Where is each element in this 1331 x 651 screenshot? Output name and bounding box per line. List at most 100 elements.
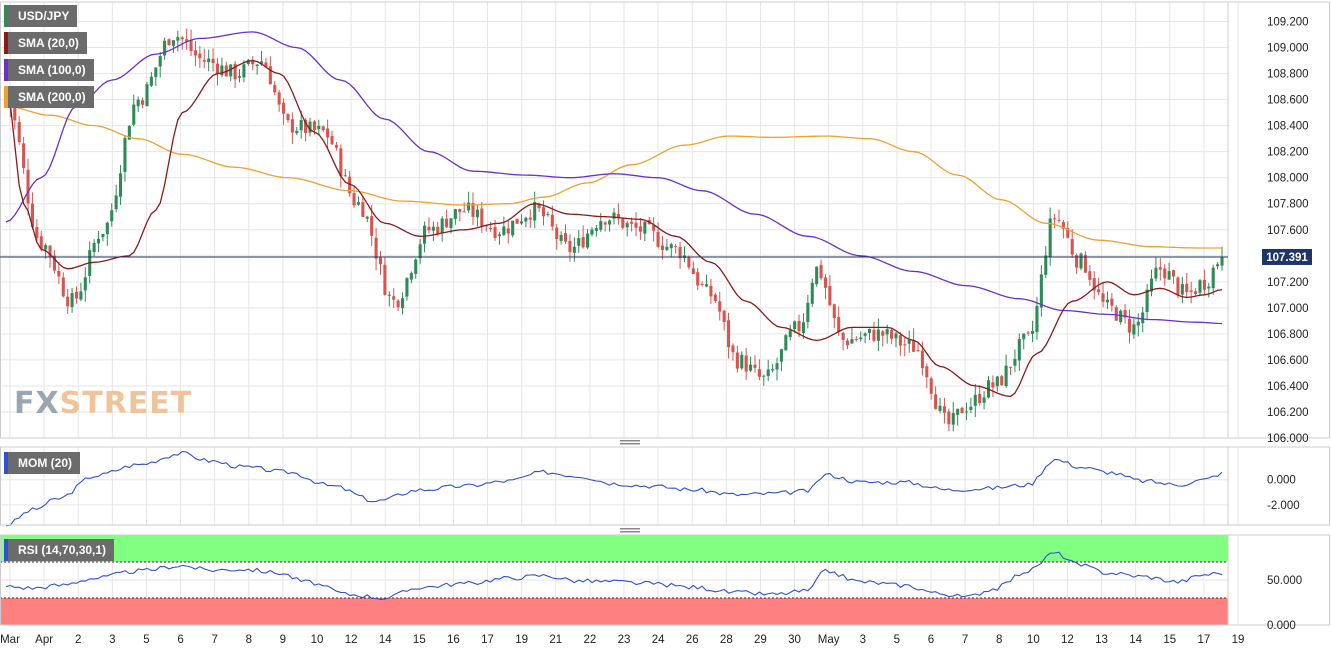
candle-body [630, 221, 634, 224]
candle-body [1127, 318, 1132, 333]
candle-body [823, 277, 828, 288]
mom-label: MOM (20) [18, 456, 72, 470]
candle-body [951, 412, 955, 425]
candle-body [1000, 376, 1004, 386]
sma100-label: SMA (100,0) [18, 63, 86, 77]
candle-body [771, 369, 775, 371]
rsi-line [5, 551, 1223, 601]
candle-body [1088, 271, 1092, 280]
instrument-legend[interactable]: USD/JPY [4, 5, 78, 27]
candle-body [17, 122, 21, 143]
candle-body [1048, 218, 1052, 257]
candle-body [537, 203, 541, 209]
candle-body [1171, 270, 1176, 277]
candle-body [35, 227, 39, 239]
candle-body [471, 203, 475, 217]
x-tick-label: 3 [109, 634, 115, 646]
candle-body [546, 214, 550, 216]
pane-frame-2 [0, 446, 1330, 526]
candle-body [850, 339, 854, 344]
rsi-swatch [4, 539, 8, 561]
mom-y-tick-label: 0.000 [1267, 475, 1296, 487]
mom-resize-handle [620, 440, 640, 442]
candle-body [237, 76, 242, 78]
candle-body [942, 406, 946, 413]
candle-body [348, 176, 352, 194]
candle-body [312, 121, 316, 131]
candle-body [167, 39, 171, 46]
last-price-marker: 107.391 [0, 248, 1312, 265]
candle-body [105, 222, 109, 235]
candle-body [101, 234, 105, 238]
candle-body [215, 63, 220, 74]
candle-body [1167, 271, 1171, 280]
main-y-tick-label: 108.000 [1267, 173, 1309, 185]
candle-body [704, 284, 709, 287]
candle-body [132, 104, 136, 125]
candle-body [396, 300, 400, 308]
x-tick-label: 8 [996, 634, 1002, 646]
candle-body [995, 376, 999, 387]
candle-body [193, 50, 197, 56]
candle-body [405, 278, 409, 297]
candle-body [757, 369, 761, 377]
candle-body [171, 40, 175, 46]
instrument-swatch [4, 5, 8, 27]
sma20-swatch [4, 32, 8, 54]
candle-body [246, 59, 250, 64]
candle-body [467, 202, 471, 211]
candle-body [343, 175, 347, 177]
candle-body [872, 329, 876, 341]
candle-body [233, 63, 237, 80]
x-tick-label: 26 [686, 634, 699, 646]
sma200-swatch [4, 86, 8, 108]
candle-body [13, 107, 17, 121]
candle-body [727, 320, 731, 348]
candle-body [92, 242, 96, 253]
rsi-resize-handle [620, 528, 640, 530]
candle-body [374, 237, 378, 259]
candle-body [440, 218, 444, 234]
main-y-tick-label: 109.200 [1267, 17, 1309, 29]
candle-body [361, 202, 365, 218]
candle-body [1022, 333, 1026, 340]
candle-body [70, 293, 74, 308]
candle-body [57, 270, 61, 277]
candle-body [656, 231, 660, 247]
x-tick-label: 12 [1061, 634, 1074, 646]
candle-body [819, 264, 823, 279]
candle-body [273, 85, 277, 93]
candle-body [255, 64, 259, 67]
sma100-legend[interactable]: SMA (100,0) [4, 59, 94, 81]
rsi-label: RSI (14,70,30,1) [18, 543, 107, 557]
candle-body [700, 283, 704, 285]
candle-body [638, 226, 642, 232]
candle-body [1163, 268, 1167, 279]
candle-body [801, 322, 805, 333]
candle-body [1004, 365, 1008, 387]
candle-body [550, 214, 554, 227]
main-y-tick-label: 108.400 [1267, 121, 1309, 133]
pane-resize-handles[interactable] [620, 440, 640, 533]
sma200-legend[interactable]: SMA (200,0) [4, 86, 94, 108]
candle-body [779, 349, 783, 362]
x-tick-label: 17 [1197, 634, 1210, 646]
candle-body [1149, 278, 1154, 292]
rsi-y-tick-label: 0.000 [1267, 620, 1296, 632]
candle-body [784, 335, 788, 351]
rsi-series-line [5, 551, 1223, 601]
candle-body [1075, 255, 1079, 268]
x-tick-label: Mar [0, 634, 20, 646]
main-y-tick-label: 106.800 [1267, 329, 1309, 341]
last-price-badge [1262, 248, 1312, 265]
sma20-legend[interactable]: SMA (20,0) [4, 32, 87, 54]
candle-body [845, 340, 850, 346]
instrument-label: USD/JPY [18, 9, 70, 23]
rsi-legend[interactable]: RSI (14,70,30,1) [4, 539, 115, 561]
candle-body [387, 294, 391, 296]
candle-body [806, 302, 810, 323]
candle-body [916, 350, 920, 352]
watermark-street: STREET [59, 386, 193, 421]
candle-body [1216, 264, 1220, 267]
mom-legend[interactable]: MOM (20) [4, 452, 80, 474]
